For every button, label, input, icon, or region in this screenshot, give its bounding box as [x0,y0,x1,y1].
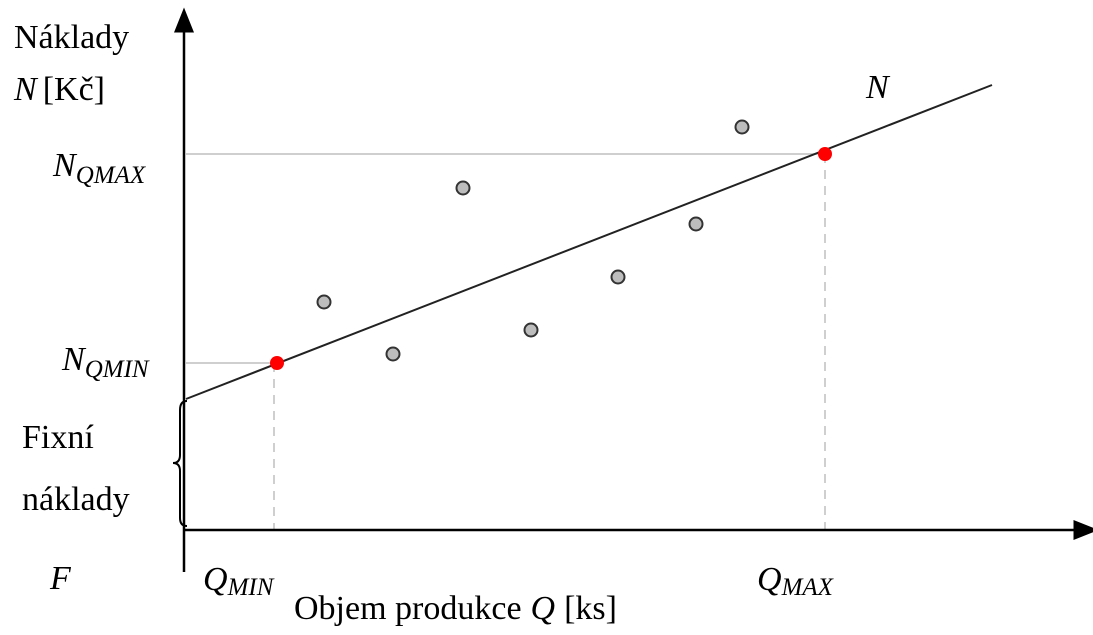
y-axis-label-line2: N [Kč] [13,71,105,108]
data-points [316,119,750,362]
data-point [523,322,539,338]
y-axis-label-line1: Náklady [14,19,129,56]
q-max-point [818,147,832,161]
q-max-label: QMAX [757,561,835,601]
x-axis-label: Objem produkce Q [ks] [294,590,617,627]
data-point [385,346,401,362]
fixed-costs-brace [172,400,188,527]
n-qmax-label: NQMAX [52,147,147,189]
data-point [610,269,626,285]
n-qmin-label: NQMIN [61,341,150,383]
data-point [688,216,704,232]
cost-line [185,84,993,400]
line-label-n: N [865,69,891,106]
fixed-costs-label-line1: Fixní [22,419,94,456]
fixed-costs-label-line2: náklady [22,481,130,518]
data-point [316,294,332,310]
q-min-point [270,356,284,370]
data-point [455,180,471,196]
f-label: F [49,560,72,597]
data-point [734,119,750,135]
q-min-label: QMIN [203,561,275,601]
